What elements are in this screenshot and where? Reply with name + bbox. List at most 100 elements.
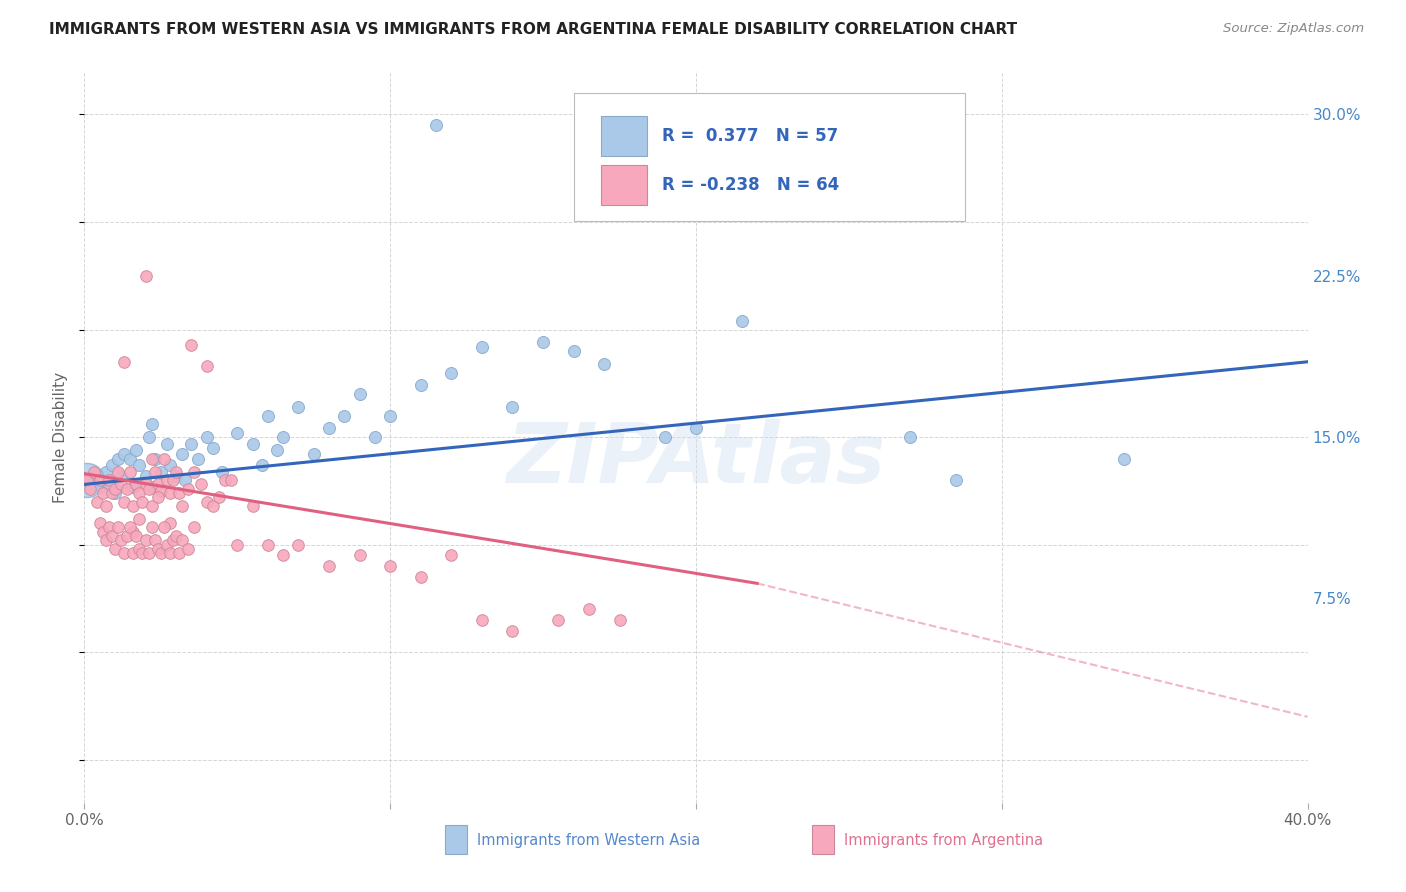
Point [128,541,150,556]
Point [177,541,200,556]
Text: ZIPAtlas: ZIPAtlas [506,418,886,500]
Point [172,533,194,548]
Point [609,613,631,627]
Point [333,409,356,423]
Point [159,546,181,560]
Point [115,529,138,543]
Bar [446,825,467,854]
Point [180,337,202,351]
Point [167,486,190,500]
Text: Immigrants from Western Asia: Immigrants from Western Asia [477,833,700,848]
Point [89,516,111,530]
Point [94,533,117,548]
Point [122,524,145,539]
Point [409,570,432,584]
Point [174,473,197,487]
Point [180,436,202,450]
Point [156,538,179,552]
Point [141,479,163,493]
Point [562,344,585,359]
Point [898,430,921,444]
Point [214,473,236,487]
Point [138,546,160,560]
Point [183,520,205,534]
Point [208,491,231,505]
Point [104,541,127,556]
Point [162,533,184,548]
Point [112,546,135,560]
Point [104,486,127,500]
Point [141,499,163,513]
Point [271,549,294,563]
Point [731,314,754,328]
Point [471,613,494,627]
Text: R = -0.238   N = 64: R = -0.238 N = 64 [662,176,839,194]
Point [115,482,138,496]
Point [141,451,163,466]
Point [318,421,340,435]
Point [120,451,142,466]
Point [76,473,98,487]
Point [349,387,371,401]
Point [250,458,273,472]
Y-axis label: Female Disability: Female Disability [53,371,69,503]
Point [138,482,160,496]
Bar [600,165,647,205]
Point [125,442,148,457]
Point [112,447,135,461]
Point [287,538,309,552]
Point [107,465,129,479]
Point [578,602,600,616]
Point [162,473,184,487]
Text: Source: ZipAtlas.com: Source: ZipAtlas.com [1223,22,1364,36]
Point [226,538,249,552]
Point [128,458,150,472]
Point [257,538,280,552]
Point [159,486,181,500]
Point [156,473,179,487]
Point [120,465,142,479]
Point [131,546,153,560]
Text: Immigrants from Argentina: Immigrants from Argentina [844,833,1043,848]
Point [226,425,249,440]
Point [471,340,494,354]
Point [107,520,129,534]
Point [110,533,132,548]
Point [380,409,402,423]
Point [125,477,148,491]
Point [131,494,153,508]
Point [318,559,340,574]
Point [86,494,108,508]
Point [79,482,101,496]
Point [101,529,124,543]
Point [94,465,117,479]
Point [146,541,169,556]
Point [128,512,150,526]
Point [242,436,264,450]
Point [104,482,127,496]
Point [440,549,463,563]
Point [146,477,169,491]
Point [593,357,616,371]
Point [83,465,105,479]
Point [76,473,98,487]
Point [186,451,208,466]
Point [76,473,98,487]
Point [219,473,242,487]
Point [94,499,117,513]
Point [165,529,187,543]
Point [112,355,135,369]
Point [153,520,176,534]
Point [380,559,402,574]
Text: IMMIGRANTS FROM WESTERN ASIA VS IMMIGRANTS FROM ARGENTINA FEMALE DISABILITY CORR: IMMIGRANTS FROM WESTERN ASIA VS IMMIGRAN… [49,22,1018,37]
Point [107,451,129,466]
Point [101,458,124,472]
Point [266,442,288,457]
Point [122,546,145,560]
Point [165,465,187,479]
Point [159,458,181,472]
Point [91,486,114,500]
FancyBboxPatch shape [574,94,965,221]
Point [287,400,309,414]
Point [149,483,172,498]
